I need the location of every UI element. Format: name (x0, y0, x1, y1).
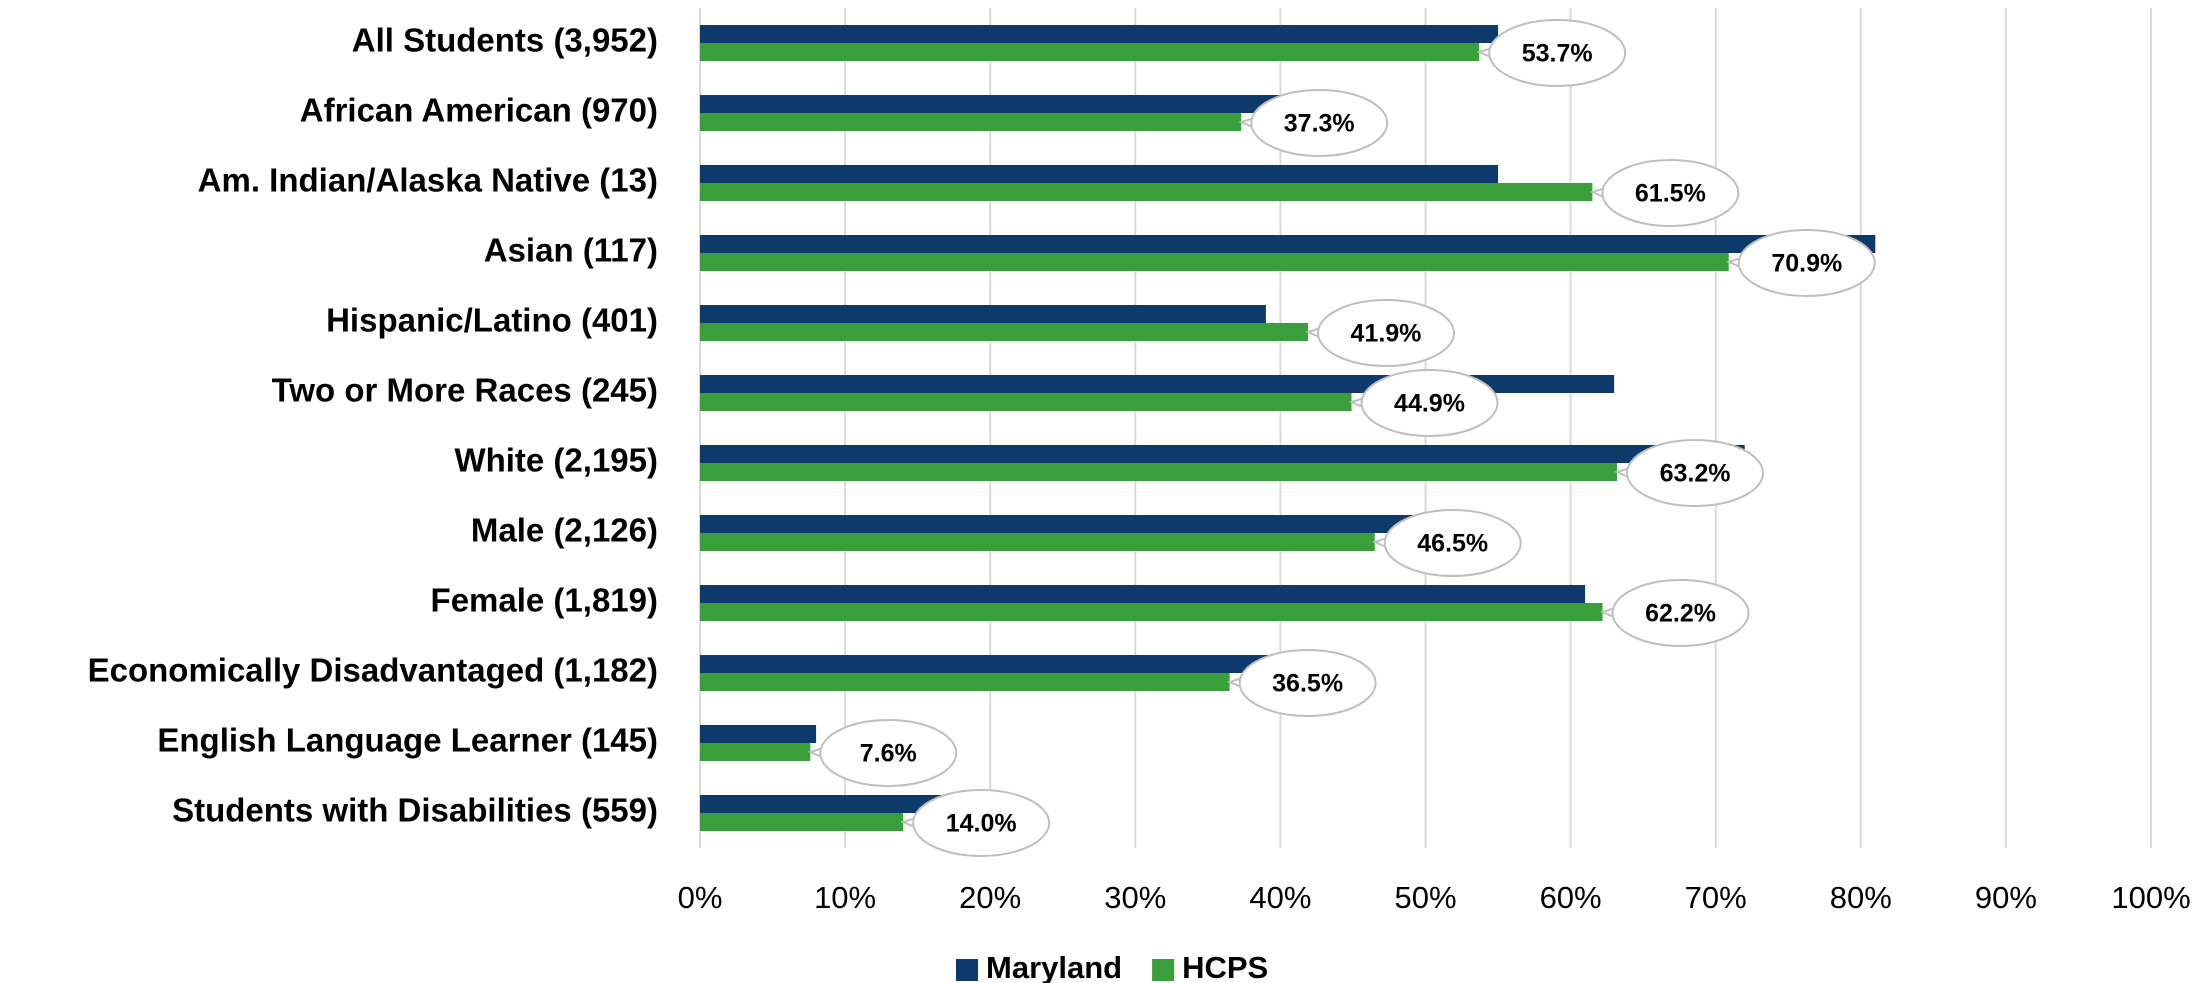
x-tick-label: 100% (2111, 880, 2190, 915)
data-label: 36.5% (1272, 670, 1343, 698)
legend-label: HCPS (1182, 950, 1268, 983)
x-tick-label: 90% (1975, 880, 2037, 915)
bar (700, 813, 904, 831)
y-tick-label: Hispanic/Latino (401) (326, 302, 658, 339)
bar (700, 235, 1876, 253)
legend-swatch (956, 959, 978, 981)
y-tick-label: Asian (117) (484, 232, 658, 269)
bar (700, 25, 1499, 43)
bar (700, 305, 1266, 323)
y-tick-label: Am. Indian/Alaska Native (13) (198, 162, 658, 199)
callout (1360, 369, 1499, 437)
bar (700, 95, 1324, 113)
legend-swatch (1152, 959, 1175, 981)
bar (700, 795, 947, 813)
data-label: 63.2% (1660, 460, 1731, 488)
bar (700, 183, 1593, 201)
y-tick-label: White (2,195) (454, 442, 658, 479)
y-tick-label: All Students (3,952) (352, 22, 658, 59)
x-tick-label: 30% (1104, 880, 1166, 915)
y-tick-label: Two or More Races (245) (272, 372, 658, 409)
bar (700, 43, 1480, 61)
y-tick-label: English Language Learner (145) (157, 722, 658, 759)
data-label: 44.9% (1394, 390, 1465, 418)
x-tick-label: 40% (1249, 880, 1311, 915)
y-tick-label: Students with Disabilities (559) (172, 792, 658, 829)
callout (1611, 579, 1750, 647)
y-tick-label: African American (970) (300, 92, 658, 129)
x-tick-label: 10% (814, 880, 876, 915)
bar (700, 743, 811, 761)
bar (700, 463, 1618, 481)
bar (700, 515, 1426, 533)
callout (1601, 159, 1740, 227)
bar (700, 113, 1242, 131)
data-label: 37.3% (1284, 110, 1355, 138)
data-label: 62.2% (1645, 600, 1716, 628)
data-label: 61.5% (1635, 180, 1706, 208)
bar (700, 533, 1375, 551)
callout (1238, 649, 1377, 717)
legend-label: Maryland (986, 950, 1122, 983)
x-tick-label: 60% (1540, 880, 1602, 915)
data-label: 53.7% (1522, 40, 1593, 68)
bar (700, 725, 817, 743)
x-tick-label: 0% (678, 880, 723, 915)
data-label: 14.0% (946, 810, 1017, 838)
callout (1488, 19, 1627, 87)
data-label: 7.6% (860, 740, 917, 768)
bar (700, 445, 1745, 463)
bar (700, 585, 1586, 603)
y-tick-label: Economically Disadvantaged (1,182) (88, 652, 658, 689)
x-tick-label: 50% (1394, 880, 1456, 915)
x-tick-label: 80% (1830, 880, 1892, 915)
bar (700, 253, 1729, 271)
bar (700, 323, 1308, 341)
callout (1250, 89, 1389, 157)
bar (700, 603, 1603, 621)
data-label: 46.5% (1417, 530, 1488, 558)
bar (700, 655, 1281, 673)
callout (1383, 509, 1522, 577)
bar (700, 393, 1352, 411)
callout (1316, 299, 1455, 367)
y-tick-label: Female (1,819) (431, 582, 658, 619)
x-tick-label: 70% (1685, 880, 1747, 915)
x-tick-label: 20% (959, 880, 1021, 915)
y-tick-label: Male (2,126) (471, 512, 658, 549)
callout (912, 789, 1051, 857)
data-label: 70.9% (1771, 250, 1842, 278)
data-label: 41.9% (1351, 320, 1422, 348)
callout (819, 719, 958, 787)
callout (1626, 439, 1765, 507)
bar (700, 165, 1499, 183)
callout (1737, 229, 1876, 297)
bar (700, 673, 1230, 691)
